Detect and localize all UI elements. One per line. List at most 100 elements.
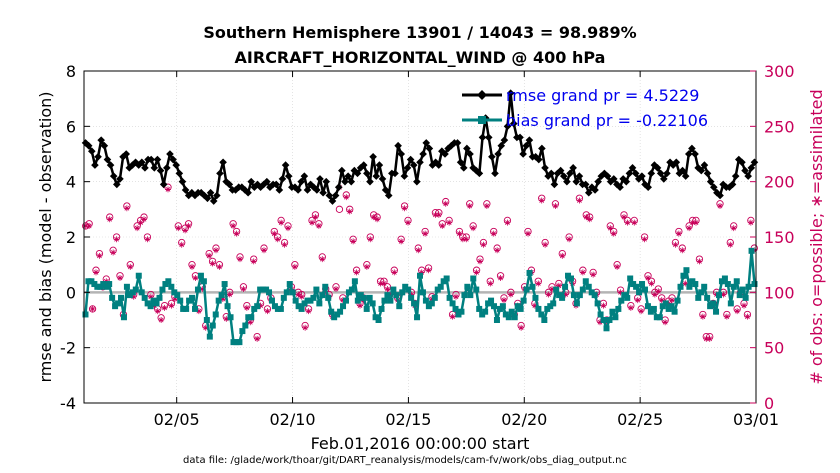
obs-assimilated-point	[658, 297, 665, 304]
bias-point	[470, 275, 477, 282]
obs-assimilated-point	[298, 293, 305, 300]
x-tick-label: 02/20	[501, 410, 547, 429]
obs-assimilated-point	[374, 216, 381, 223]
rmse-point	[125, 164, 134, 172]
bias-point	[212, 311, 219, 318]
bias-point	[600, 317, 607, 323]
bias-point	[458, 308, 465, 315]
obs-assimilated-point	[175, 225, 182, 232]
bias-point	[520, 297, 527, 304]
bias-point	[677, 283, 684, 290]
rmse-point	[397, 150, 406, 158]
obs-assimilated-point	[377, 280, 384, 287]
rmse-point	[278, 175, 287, 183]
obs-assimilated-point	[230, 222, 237, 229]
rmse-point	[88, 147, 96, 156]
rmse-point	[541, 164, 549, 172]
rmse-point	[731, 172, 740, 180]
bias-point	[337, 308, 344, 315]
legend-rmse-marker	[477, 90, 487, 100]
bias-point	[606, 317, 613, 323]
obs-assimilated-point	[425, 267, 432, 274]
rmse-point	[297, 177, 306, 186]
rmse-point	[369, 152, 377, 161]
obs-assimilated-point	[96, 252, 103, 259]
rmse-point	[747, 164, 756, 172]
obs-assimilated-point	[312, 214, 319, 221]
rmse-point	[256, 183, 265, 191]
bias-point	[399, 289, 406, 296]
bias-point	[277, 305, 284, 312]
rmse-point	[325, 191, 334, 200]
obs-assimilated-point	[744, 313, 751, 320]
obs-assimilated-point	[435, 211, 442, 218]
obs-assimilated-point	[542, 241, 549, 248]
rmse-point	[309, 183, 318, 191]
rmse-point	[266, 183, 274, 191]
legend-bias-label: bias grand pr = -0.22106	[506, 111, 708, 130]
y-axis-label-right: # of obs: o=possible; ∗=assimilated	[807, 89, 826, 384]
rmse-point	[534, 155, 543, 164]
rmse-point	[616, 183, 624, 191]
rmse-point	[581, 180, 590, 189]
obs-assimilated-point	[219, 295, 226, 302]
obs-assimilated-point	[223, 315, 230, 322]
obs-assimilated-point	[240, 286, 247, 293]
obs-assimilated-point	[669, 297, 675, 304]
rmse-point	[166, 150, 174, 158]
rmse-point	[106, 161, 115, 169]
obs-assimilated-point	[477, 258, 483, 265]
obs-assimilated-point	[137, 219, 144, 226]
rmse-point	[547, 169, 556, 178]
rmse-point	[506, 89, 515, 97]
bias-point	[662, 300, 669, 307]
bias-point	[363, 305, 370, 312]
bias-point	[523, 286, 530, 293]
rmse-point	[672, 158, 681, 167]
legend: rmse grand pr = 4.5229 bias grand pr = -…	[462, 86, 708, 130]
rmse-point	[644, 183, 652, 191]
bias-point	[310, 294, 317, 301]
obs-assimilated-point	[459, 236, 466, 243]
bias-point	[567, 275, 574, 282]
obs-assimilated-point	[398, 238, 405, 245]
bias-point	[174, 292, 181, 299]
rmse-point	[422, 139, 431, 147]
obs-assimilated-point	[631, 219, 638, 226]
obs-assimilated-point	[552, 203, 559, 210]
obs-assimilated-point	[237, 256, 243, 263]
obs-assimilated-point	[319, 256, 326, 263]
rmse-point	[434, 161, 443, 169]
obs-assimilated-point	[154, 308, 161, 315]
obs-assimilated-point	[586, 216, 593, 223]
bias-point	[325, 294, 332, 301]
bias-point	[200, 278, 207, 285]
rmse-point	[366, 177, 374, 186]
bias-point	[197, 272, 204, 279]
obs-assimilated-point	[617, 289, 624, 296]
rmse-point	[613, 180, 621, 189]
rmse-point	[169, 155, 177, 164]
bias-point	[579, 286, 586, 293]
bias-point	[360, 294, 367, 301]
obs-assimilated-point	[747, 219, 754, 226]
bias-point	[242, 322, 249, 329]
obs-assimilated-point	[264, 308, 271, 315]
obs-assimilated-point	[158, 317, 165, 323]
obs-assimilated-point	[741, 302, 747, 309]
rmse-point	[138, 158, 146, 167]
rmse-point	[488, 152, 496, 161]
obs-assimilated-point	[538, 197, 545, 204]
obs-assimilated-point	[686, 225, 693, 232]
rmse-point	[381, 186, 390, 194]
y-tick-label: 4	[66, 173, 76, 192]
rmse-point	[475, 169, 484, 178]
bias-point	[745, 283, 752, 290]
obs-assimilated-point	[487, 280, 494, 287]
bias-point	[159, 286, 166, 293]
bias-point	[316, 300, 323, 307]
bias-point	[194, 286, 201, 293]
bias-point	[224, 303, 231, 310]
obs-assimilated-point	[271, 230, 278, 237]
rmse-point	[300, 172, 309, 180]
